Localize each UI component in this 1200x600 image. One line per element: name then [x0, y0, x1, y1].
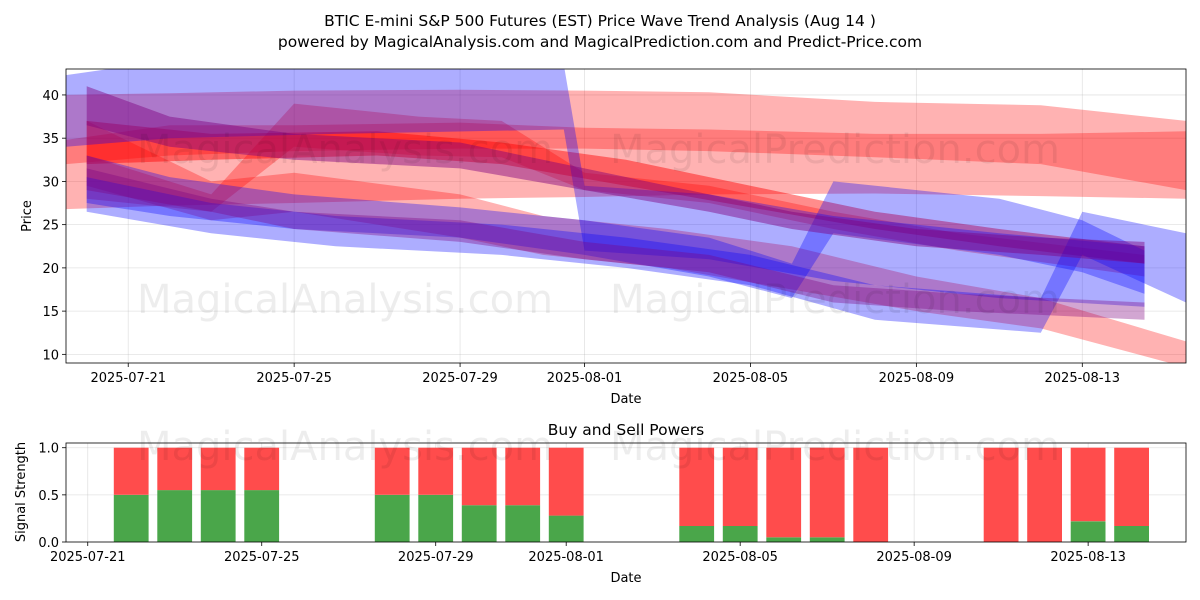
- price-xlabel: Date: [610, 392, 641, 407]
- watermark-prediction-top: MagicalPrediction.com: [610, 127, 1060, 173]
- price-band-blue-7: [86, 177, 1186, 333]
- price-band-red-3: [86, 103, 1145, 277]
- price-band-red-2: [86, 120, 1186, 363]
- price-bands: [66, 69, 1186, 363]
- price-xtick-label: 2025-07-25: [256, 371, 332, 386]
- watermark-analysis-bottom: MagicalAnalysis.com: [137, 424, 553, 470]
- price-axes-frame: [65, 68, 1187, 364]
- price-xtick-label: 2025-08-01: [547, 371, 623, 386]
- buy-bar: [505, 505, 541, 542]
- price-ticks: 2025-07-21 2025-07-25 2025-07-29 2025-08-01…: [42, 89, 1120, 386]
- power-xlabel: Date: [610, 571, 641, 586]
- sell-bar: [1027, 447, 1062, 542]
- buy-bar: [766, 537, 802, 542]
- power-xtick-label: 2025-08-13: [1050, 550, 1126, 565]
- power-axes-frame: [65, 442, 1187, 543]
- price-band-purple-9: [86, 168, 1145, 320]
- price-xtick-label: 2025-07-29: [422, 371, 498, 386]
- price-ylabel: Price: [20, 200, 35, 232]
- price-band-blue-6: [86, 155, 1145, 299]
- power-xtick-label: 2025-08-01: [528, 550, 604, 565]
- price-band-purple-8: [86, 86, 1145, 264]
- sell-bar: [548, 447, 584, 516]
- price-xtick-label: 2025-08-05: [713, 371, 789, 386]
- power-ytick-label: 0.5: [38, 489, 59, 504]
- price-band-red-0: [66, 89, 1186, 210]
- buy-bar: [1114, 526, 1149, 542]
- buy-bar: [113, 494, 149, 542]
- buy-bar: [722, 526, 758, 542]
- sell-bar: [374, 447, 410, 495]
- sell-bar: [1070, 447, 1106, 522]
- sell-bar: [461, 447, 497, 506]
- power-ytick-label: 0.0: [38, 536, 59, 551]
- price-grid: [66, 69, 1186, 363]
- chart-title-line2: powered by MagicalAnalysis.com and Magic…: [278, 33, 922, 51]
- buy-bar: [461, 505, 497, 542]
- sell-bar: [809, 447, 845, 538]
- power-chart: Buy and Sell Powers MagicalAnalysis.com …: [14, 421, 1187, 586]
- buy-bar: [548, 515, 584, 542]
- buy-bar: [679, 526, 715, 542]
- power-xtick-label: 2025-07-21: [50, 550, 126, 565]
- sell-bar: [853, 447, 889, 542]
- buy-bar: [809, 537, 845, 542]
- watermark-prediction-mid: MagicalPrediction.com: [610, 277, 1060, 323]
- watermark-analysis-mid: MagicalAnalysis.com: [137, 277, 553, 323]
- price-xtick-label: 2025-08-13: [1045, 371, 1121, 386]
- price-ytick-label: 25: [42, 219, 59, 234]
- buy-bar: [157, 490, 193, 542]
- power-xtick-label: 2025-07-25: [224, 550, 300, 565]
- price-ytick-label: 40: [42, 89, 59, 104]
- sell-bar: [722, 447, 758, 526]
- power-xtick-label: 2025-07-29: [398, 550, 474, 565]
- price-band-blue-5: [66, 69, 1145, 307]
- buy-bar: [374, 494, 410, 542]
- sell-bar: [679, 447, 715, 526]
- price-chart: MagicalAnalysis.com MagicalPrediction.co…: [20, 68, 1187, 407]
- sell-bar: [418, 447, 454, 495]
- power-title: Buy and Sell Powers: [548, 421, 705, 439]
- power-xtick-label: 2025-08-05: [702, 550, 778, 565]
- sell-bar: [983, 447, 1019, 542]
- power-ticks: 2025-07-21 2025-07-25 2025-07-29 2025-08-01…: [38, 442, 1126, 565]
- watermark-analysis-top: MagicalAnalysis.com: [137, 127, 553, 173]
- buy-bar: [244, 490, 280, 542]
- sell-bar: [1114, 447, 1149, 526]
- power-ytick-label: 1.0: [38, 442, 59, 457]
- price-ytick-label: 10: [42, 348, 59, 363]
- sell-bar: [244, 447, 280, 491]
- sell-bar: [766, 447, 802, 538]
- price-xtick-label: 2025-08-09: [879, 371, 955, 386]
- price-ytick-label: 20: [42, 262, 59, 277]
- power-bars: [113, 447, 1149, 542]
- sell-bar: [505, 447, 541, 506]
- price-band-red-4: [86, 120, 1145, 264]
- buy-bar: [418, 494, 454, 542]
- sell-bar: [157, 447, 193, 491]
- power-xtick-label: 2025-08-09: [876, 550, 952, 565]
- power-ylabel: Signal Strength: [14, 442, 29, 542]
- price-band-red-1: [66, 122, 1186, 191]
- buy-bar: [1070, 521, 1106, 542]
- chart-title-line1: BTIC E-mini S&P 500 Futures (EST) Price …: [324, 12, 876, 30]
- price-xtick-label: 2025-07-21: [90, 371, 166, 386]
- price-ytick-label: 35: [42, 132, 59, 147]
- watermark-prediction-bottom: MagicalPrediction.com: [610, 424, 1060, 470]
- sell-bar: [113, 447, 149, 495]
- price-ytick-label: 30: [42, 175, 59, 190]
- sell-bar: [200, 447, 236, 491]
- price-ytick-label: 15: [42, 305, 59, 320]
- buy-bar: [200, 490, 236, 542]
